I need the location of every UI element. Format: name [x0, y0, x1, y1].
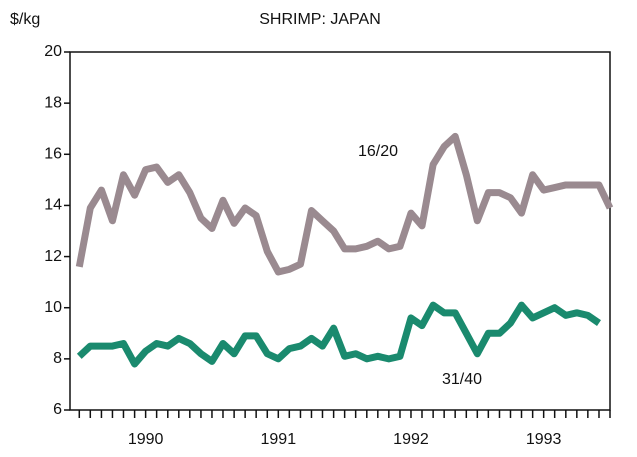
y-tick-label: 14: [44, 197, 62, 214]
y-tick-label: 20: [44, 43, 62, 60]
y-tick-label: 6: [53, 401, 62, 418]
series-line: [75, 132, 614, 276]
plot-frame: [69, 51, 611, 411]
x-tick-label: 1993: [526, 431, 562, 448]
x-tick-label: 1990: [128, 431, 164, 448]
y-tick-label: 16: [44, 146, 62, 163]
x-tick-label: 1992: [393, 431, 429, 448]
series-label: 31/40: [442, 371, 482, 388]
y-axis-label: $/kg: [10, 11, 40, 28]
chart-title: SHRIMP: JAPAN: [259, 11, 381, 28]
y-tick-label: 8: [53, 350, 62, 367]
y-tick-label: 12: [44, 248, 62, 265]
y-tick-label: 10: [44, 299, 62, 316]
series-line: [76, 301, 601, 368]
x-tick-label: 1991: [261, 431, 297, 448]
y-tick-label: 18: [44, 94, 62, 111]
series-label: 16/20: [358, 143, 398, 160]
